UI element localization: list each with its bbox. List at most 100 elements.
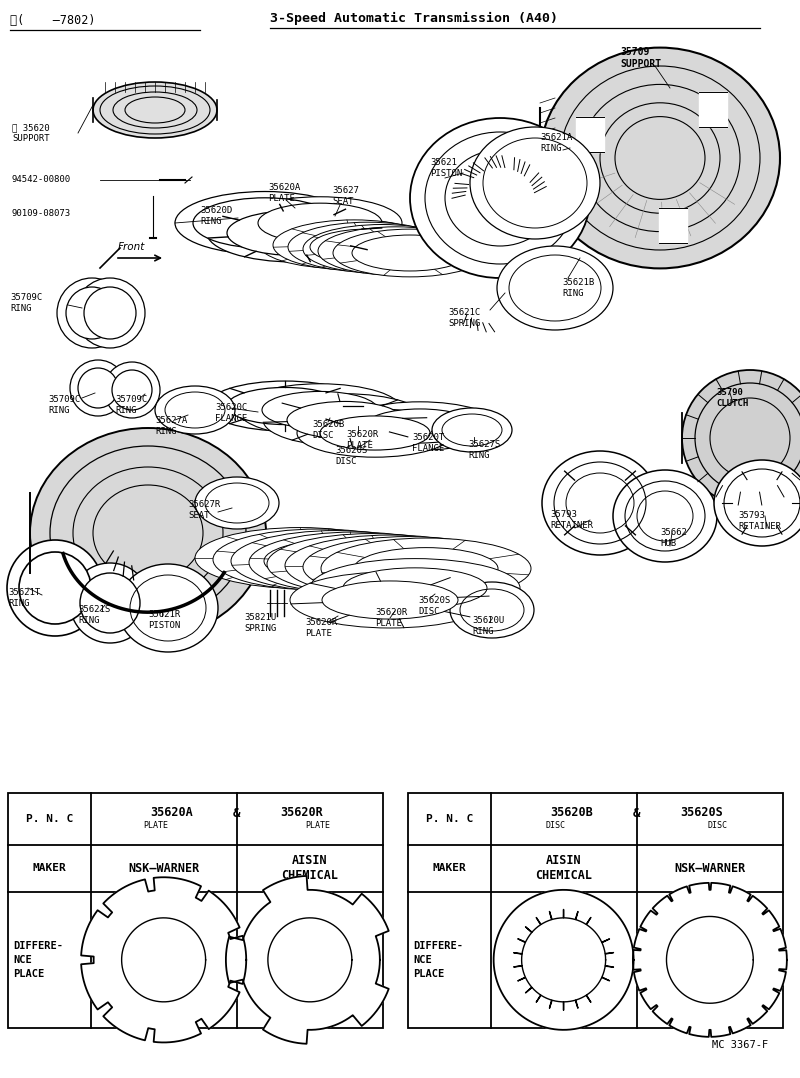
Ellipse shape — [324, 231, 440, 267]
Text: DISC: DISC — [546, 821, 566, 830]
Text: 35620R
PLATE: 35620R PLATE — [375, 608, 407, 628]
Ellipse shape — [682, 370, 800, 506]
Ellipse shape — [75, 278, 145, 348]
Ellipse shape — [246, 539, 390, 580]
Ellipse shape — [342, 402, 498, 451]
Ellipse shape — [322, 581, 458, 619]
Ellipse shape — [497, 246, 613, 330]
Ellipse shape — [238, 384, 402, 437]
Text: PLATE: PLATE — [143, 821, 168, 830]
Text: DIFFERE-
NCE
PLACE: DIFFERE- NCE PLACE — [413, 941, 463, 979]
Ellipse shape — [155, 386, 235, 434]
Ellipse shape — [228, 537, 372, 579]
Text: DISC: DISC — [708, 821, 728, 830]
Text: MC 3367-F: MC 3367-F — [712, 1040, 768, 1050]
Text: 35821U
SPRING: 35821U SPRING — [244, 613, 276, 633]
Text: 35620B
DISC: 35620B DISC — [312, 420, 344, 440]
Text: 35709C
RING: 35709C RING — [10, 293, 42, 313]
Text: 35620S
DISC: 35620S DISC — [335, 446, 367, 466]
Ellipse shape — [613, 470, 717, 562]
Ellipse shape — [66, 287, 118, 338]
Text: PLATE: PLATE — [306, 821, 330, 830]
Ellipse shape — [296, 227, 412, 263]
Ellipse shape — [207, 381, 363, 431]
Bar — [659, 208, 687, 244]
Ellipse shape — [195, 476, 279, 529]
Text: 35793
RETAINER: 35793 RETAINER — [550, 510, 593, 530]
Ellipse shape — [282, 225, 398, 261]
Text: 35621
PISTON: 35621 PISTON — [430, 158, 462, 178]
Text: 35620C
FLANGE: 35620C FLANGE — [215, 403, 247, 423]
Text: 35620A
PLATE: 35620A PLATE — [268, 183, 300, 203]
Polygon shape — [633, 883, 787, 1037]
Text: 35709C
RING: 35709C RING — [115, 395, 147, 415]
Text: 35620R
PLATE: 35620R PLATE — [346, 430, 378, 450]
Ellipse shape — [285, 535, 495, 596]
Text: &: & — [633, 807, 641, 820]
Ellipse shape — [336, 547, 480, 588]
Ellipse shape — [7, 540, 103, 636]
Ellipse shape — [264, 540, 408, 582]
Ellipse shape — [175, 192, 355, 254]
Ellipse shape — [320, 416, 430, 450]
Ellipse shape — [282, 541, 426, 583]
Ellipse shape — [30, 428, 266, 638]
Ellipse shape — [540, 47, 780, 268]
Text: 35620R: 35620R — [281, 806, 323, 819]
Text: 35662
HUB: 35662 HUB — [660, 528, 687, 548]
Text: 35620U
RING: 35620U RING — [472, 616, 504, 636]
Ellipse shape — [207, 204, 383, 262]
Ellipse shape — [57, 278, 127, 348]
Text: 35627S
RING: 35627S RING — [468, 440, 500, 460]
Ellipse shape — [410, 118, 590, 278]
Ellipse shape — [78, 368, 118, 407]
Text: 35709C
RING: 35709C RING — [48, 395, 80, 415]
Bar — [408, 793, 783, 1028]
Ellipse shape — [84, 287, 136, 338]
Text: DIFFERE-
NCE
PLACE: DIFFERE- NCE PLACE — [13, 941, 63, 979]
Ellipse shape — [365, 409, 475, 443]
Text: Front: Front — [118, 241, 146, 252]
Text: MAKER: MAKER — [432, 863, 466, 873]
Ellipse shape — [227, 210, 363, 255]
Ellipse shape — [432, 407, 512, 452]
Text: 90109-08073: 90109-08073 — [12, 209, 71, 219]
Text: 35621C
SPRING: 35621C SPRING — [448, 308, 480, 328]
Text: 35793
RETAINER: 35793 RETAINER — [738, 511, 781, 531]
Ellipse shape — [249, 533, 459, 593]
Ellipse shape — [354, 548, 498, 590]
Bar — [8, 793, 383, 1028]
Text: 35620S
DISC: 35620S DISC — [418, 596, 450, 616]
Text: 35620D
RING: 35620D RING — [200, 206, 232, 226]
Text: MAKER: MAKER — [32, 863, 66, 873]
Ellipse shape — [338, 233, 454, 270]
Polygon shape — [226, 876, 389, 1044]
Text: 3-Speed Automatic Transmission (A40): 3-Speed Automatic Transmission (A40) — [270, 12, 558, 25]
Ellipse shape — [542, 451, 658, 555]
Bar — [699, 92, 727, 127]
Ellipse shape — [288, 222, 448, 272]
Ellipse shape — [300, 543, 444, 585]
Ellipse shape — [318, 226, 474, 275]
Text: NSK–WARNER: NSK–WARNER — [674, 861, 746, 874]
Ellipse shape — [297, 409, 453, 457]
Ellipse shape — [258, 218, 422, 268]
Ellipse shape — [262, 391, 378, 429]
Ellipse shape — [70, 563, 150, 642]
Ellipse shape — [287, 401, 403, 439]
Text: P. N. C: P. N. C — [426, 814, 473, 824]
Text: 35620S: 35620S — [681, 806, 723, 819]
Text: 35627A
RING: 35627A RING — [155, 416, 187, 436]
Text: 35621S
RING: 35621S RING — [78, 605, 110, 625]
Ellipse shape — [450, 582, 534, 638]
Ellipse shape — [303, 537, 513, 597]
Text: AISIN
CHEMICAL: AISIN CHEMICAL — [282, 854, 338, 882]
Ellipse shape — [470, 127, 600, 239]
Text: 35709
SUPPORT: 35709 SUPPORT — [620, 46, 661, 69]
Text: P. N. C: P. N. C — [26, 814, 73, 824]
Text: 35620A: 35620A — [150, 806, 193, 819]
Bar — [575, 116, 603, 152]
Ellipse shape — [290, 572, 490, 628]
Ellipse shape — [267, 534, 477, 594]
Ellipse shape — [318, 544, 462, 586]
